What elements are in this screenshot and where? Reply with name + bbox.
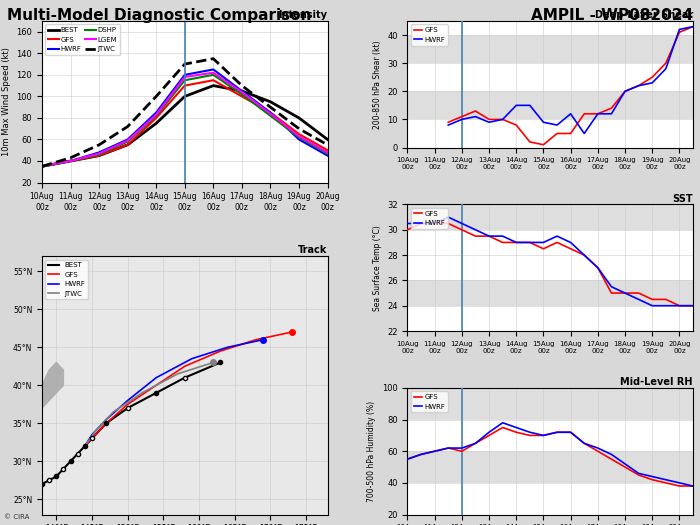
LGEM: [95, 150, 104, 156]
Y-axis label: Sea Surface Temp (°C): Sea Surface Temp (°C): [372, 225, 382, 311]
BEST: [66, 158, 75, 164]
GFS: [266, 109, 274, 116]
Line: DSHP: DSHP: [42, 75, 328, 166]
Bar: [407, 204, 693, 230]
Legend: BEST, GFS, HWRF, DSHP, LGEM, JTWC: BEST, GFS, HWRF, DSHP, LGEM, JTWC: [46, 25, 120, 55]
Bar: [407, 280, 693, 306]
Text: Multi-Model Diagnostic Comparison: Multi-Model Diagnostic Comparison: [7, 8, 312, 23]
GFS: [295, 131, 303, 137]
Line: HWRF: HWRF: [42, 69, 328, 166]
Line: BEST: BEST: [42, 86, 328, 166]
LGEM: [295, 133, 303, 139]
BEST: [295, 115, 303, 121]
HWRF: [181, 72, 189, 78]
Legend: GFS, HWRF: GFS, HWRF: [411, 208, 448, 229]
JTWC: [266, 104, 274, 110]
HWRF: [266, 109, 274, 116]
Bar: [407, 91, 693, 119]
JTWC: [181, 61, 189, 67]
HWRF: [152, 109, 160, 116]
Y-axis label: 200-850 hPa Shear (kt): 200-850 hPa Shear (kt): [372, 40, 382, 129]
JTWC: [95, 142, 104, 148]
DSHP: [266, 113, 274, 119]
Y-axis label: 10m Max Wind Speed (kt): 10m Max Wind Speed (kt): [2, 47, 10, 156]
DSHP: [66, 158, 75, 164]
JTWC: [152, 93, 160, 100]
GFS: [209, 77, 218, 83]
DSHP: [152, 113, 160, 119]
BEST: [123, 142, 132, 148]
HWRF: [95, 149, 104, 155]
BEST: [38, 163, 46, 170]
Bar: [407, 388, 693, 419]
Text: Mid-Level RH: Mid-Level RH: [620, 377, 693, 387]
JTWC: [38, 163, 46, 170]
BEST: [238, 88, 246, 94]
LGEM: [66, 158, 75, 164]
LGEM: [323, 149, 332, 155]
LGEM: [152, 111, 160, 118]
Text: Intensity: Intensity: [279, 10, 328, 20]
DSHP: [209, 72, 218, 78]
GFS: [38, 163, 46, 170]
Line: LGEM: LGEM: [42, 72, 328, 166]
GFS: [123, 142, 132, 148]
Text: Track: Track: [298, 245, 328, 255]
BEST: [181, 93, 189, 100]
JTWC: [323, 142, 332, 148]
Bar: [407, 35, 693, 63]
Text: Deep-Layer Shear: Deep-Layer Shear: [595, 10, 693, 20]
Bar: [407, 451, 693, 483]
HWRF: [66, 158, 75, 164]
DSHP: [323, 150, 332, 156]
JTWC: [209, 56, 218, 62]
DSHP: [181, 77, 189, 83]
LGEM: [266, 110, 274, 117]
GFS: [95, 152, 104, 159]
Y-axis label: 700-500 hPa Humidity (%): 700-500 hPa Humidity (%): [368, 401, 377, 502]
LGEM: [238, 89, 246, 95]
HWRF: [238, 88, 246, 94]
HWRF: [38, 163, 46, 170]
GFS: [323, 147, 332, 153]
JTWC: [123, 123, 132, 130]
GFS: [152, 115, 160, 121]
Legend: GFS, HWRF: GFS, HWRF: [411, 392, 448, 413]
Polygon shape: [0, 362, 64, 454]
GFS: [66, 158, 75, 164]
GFS: [238, 93, 246, 100]
LGEM: [123, 138, 132, 144]
LGEM: [38, 163, 46, 170]
Legend: GFS, HWRF: GFS, HWRF: [411, 25, 448, 46]
Text: AMPIL - WP082024: AMPIL - WP082024: [531, 8, 693, 23]
JTWC: [238, 82, 246, 89]
Line: GFS: GFS: [42, 80, 328, 166]
BEST: [323, 136, 332, 143]
HWRF: [323, 152, 332, 159]
LGEM: [181, 74, 189, 80]
DSHP: [295, 134, 303, 141]
Legend: BEST, GFS, HWRF, JTWC: BEST, GFS, HWRF, JTWC: [46, 259, 88, 299]
DSHP: [238, 91, 246, 97]
GFS: [181, 82, 189, 89]
DSHP: [95, 151, 104, 158]
HWRF: [209, 66, 218, 72]
LGEM: [209, 69, 218, 76]
BEST: [95, 152, 104, 159]
BEST: [266, 99, 274, 105]
Line: JTWC: JTWC: [42, 59, 328, 166]
JTWC: [66, 155, 75, 161]
DSHP: [123, 139, 132, 145]
BEST: [152, 120, 160, 127]
DSHP: [38, 163, 46, 170]
Text: SST: SST: [673, 194, 693, 204]
JTWC: [295, 125, 303, 132]
BEST: [209, 82, 218, 89]
HWRF: [123, 136, 132, 143]
Text: © CIRA: © CIRA: [4, 514, 29, 520]
HWRF: [295, 136, 303, 143]
